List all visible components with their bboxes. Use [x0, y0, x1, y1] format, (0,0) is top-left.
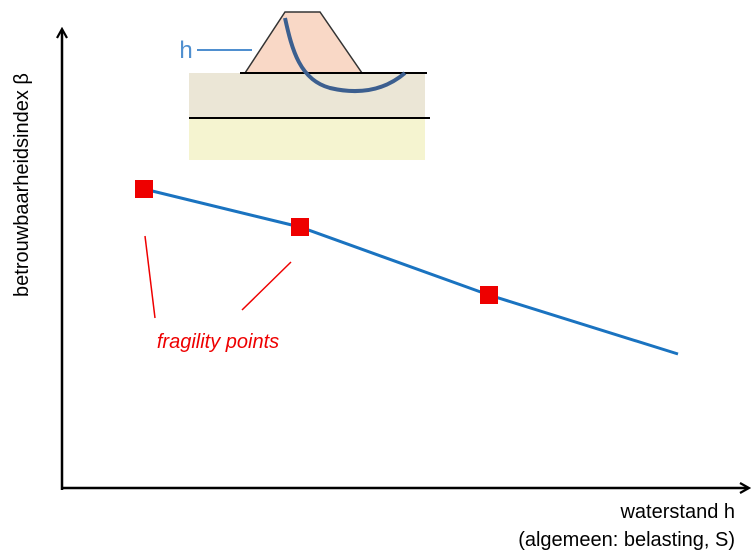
annotation-leader: [144, 235, 156, 319]
fragility-point: [135, 180, 153, 198]
x-axis-label: waterstand h: [619, 501, 735, 523]
inset-label: h: [179, 37, 192, 64]
annotation-leader: [241, 261, 292, 311]
dike-body: [243, 11, 364, 74]
phreatic-line: [283, 17, 407, 94]
soil-layer: [189, 73, 425, 118]
annotation: fragility points: [157, 331, 279, 353]
subsoil-layer: [189, 118, 425, 160]
x-axis-sublabel: (algemeen: belasting, S): [518, 529, 735, 551]
fragility-point: [291, 218, 309, 236]
fragility-curve: [143, 187, 679, 356]
y-axis-label: betrouwbaarheidsindex β: [11, 73, 33, 297]
fragility-point: [480, 286, 498, 304]
